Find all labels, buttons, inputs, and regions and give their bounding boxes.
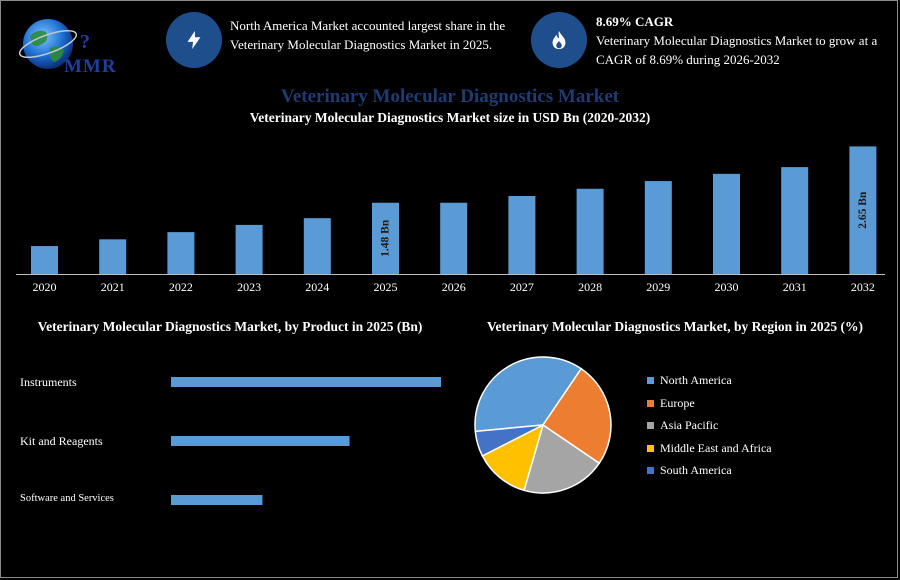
product-bar	[171, 495, 263, 505]
bar-2032	[849, 146, 877, 274]
flame-icon	[552, 30, 566, 50]
x-tick-label: 2032	[851, 280, 875, 294]
info-circle-cagr	[531, 12, 587, 68]
x-tick-label: 2028	[578, 280, 602, 294]
bar-2026	[440, 202, 468, 274]
pie-slice	[523, 423, 601, 494]
x-tick-label: 2021	[101, 280, 125, 294]
bar-2024	[303, 218, 331, 274]
legend-item: Europe	[647, 396, 695, 411]
legend-label: Europe	[660, 396, 695, 410]
legend-label: Middle East and Africa	[660, 441, 772, 455]
x-tick-label: 2025	[374, 280, 398, 294]
region-chart-title: Veterinary Molecular Diagnostics Market,…	[486, 319, 864, 334]
pie-slice	[481, 423, 545, 492]
x-tick-label: 2024	[305, 280, 329, 294]
data-label: 2.65 Bn	[857, 191, 869, 229]
data-label: 1.48 Bn	[380, 219, 392, 257]
svg-text:?: ?	[80, 31, 90, 53]
main-chart-title: Veterinary Molecular Diagnostics Market	[280, 86, 620, 107]
main-bar-chart: 2020 2021 2022 2023 2024 2025 1.48 Bn 2026 2027 2…	[16, 146, 885, 294]
product-chart-title: Veterinary Molecular Diagnostics Market,…	[37, 319, 423, 334]
pie-slice	[474, 356, 583, 433]
product-label: Kit and Reagents	[20, 434, 103, 448]
legend-item: Asia Pacific	[647, 418, 718, 433]
bar-2029	[644, 181, 672, 274]
legend-item: South America	[647, 463, 732, 478]
product-bar	[171, 377, 441, 387]
cagr-text: Veterinary Molecular Diagnostics Market …	[596, 33, 878, 67]
x-tick-label: 2031	[783, 280, 807, 294]
x-tick-label: 2023	[237, 280, 261, 294]
legend-swatch	[647, 377, 654, 384]
bar-2030	[713, 173, 740, 274]
x-tick-label: 2027	[510, 280, 534, 294]
bar-2031	[781, 167, 809, 274]
main-chart-subtitle: Veterinary Molecular Diagnostics Market …	[249, 110, 651, 125]
legend-item: North America	[647, 373, 732, 388]
region-pie-chart	[474, 356, 612, 494]
x-tick-label: 2020	[33, 280, 57, 294]
bar-2020	[31, 246, 58, 274]
logo-text: MMR	[64, 56, 117, 77]
x-tick-label: 2029	[646, 280, 670, 294]
product-bar	[171, 436, 350, 446]
cagr-title: 8.69% CAGR	[596, 14, 674, 29]
mmr-logo: ? MMR	[18, 19, 117, 77]
legend-label: North America	[660, 373, 732, 387]
product-bar-chart	[171, 377, 441, 505]
bar-2021	[99, 239, 127, 274]
pie-slice	[541, 367, 612, 465]
legend-label: Asia Pacific	[660, 418, 719, 432]
legend-item: Middle East and Africa	[647, 441, 772, 456]
legend-swatch	[647, 467, 654, 474]
info-circle-share	[166, 12, 222, 68]
x-tick-label: 2030	[715, 280, 739, 294]
x-tick-label: 2026	[442, 280, 466, 294]
bar-2025	[372, 202, 399, 274]
pie-slice	[474, 424, 544, 457]
lightning-icon	[187, 30, 201, 50]
info-text-cagr: 8.69% CAGR Veterinary Molecular Diagnost…	[596, 12, 886, 69]
legend-swatch	[647, 445, 654, 452]
info-text-share: North America Market accounted largest s…	[230, 18, 506, 52]
product-label: Software and Services	[20, 493, 114, 504]
legend-swatch	[647, 422, 654, 429]
product-label: Instruments	[20, 375, 77, 389]
x-tick-label: 2022	[169, 280, 193, 294]
bar-2023	[235, 224, 263, 274]
bar-2027	[508, 196, 536, 274]
legend-label: South America	[660, 463, 732, 477]
bar-2028	[576, 188, 604, 274]
legend-swatch	[647, 400, 654, 407]
bar-2022	[167, 232, 195, 274]
